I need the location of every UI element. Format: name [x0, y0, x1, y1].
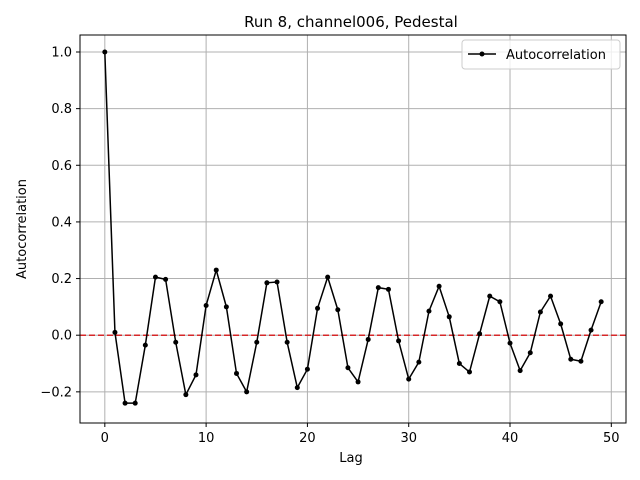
data-point [102, 49, 108, 55]
legend-marker-swatch [479, 51, 485, 57]
data-point [537, 309, 543, 315]
data-point [264, 280, 270, 286]
x-axis: 0 10 20 30 40 50 [101, 423, 620, 446]
y-tick-label: 0.2 [51, 272, 72, 287]
data-point [304, 366, 310, 372]
y-tick-label: −0.2 [40, 385, 72, 400]
plot-frame [79, 34, 627, 424]
series-layer [102, 49, 604, 406]
data-point [234, 370, 240, 376]
x-tick-label: 10 [198, 431, 215, 446]
data-point [375, 285, 381, 291]
x-tick-label: 0 [101, 431, 109, 446]
data-point [507, 340, 513, 346]
data-point [558, 321, 564, 327]
data-point [284, 339, 290, 345]
data-point [548, 293, 554, 299]
data-point [142, 342, 148, 348]
data-point [456, 361, 462, 367]
data-point [294, 385, 300, 391]
data-point [568, 356, 574, 362]
data-point [598, 299, 604, 305]
data-point [325, 274, 331, 280]
data-point [132, 400, 138, 406]
x-tick-label: 50 [603, 431, 620, 446]
data-point [254, 339, 260, 345]
data-point [355, 379, 361, 385]
series-line [104, 51, 602, 404]
data-point [112, 329, 118, 335]
legend-box [461, 39, 621, 70]
y-tick-label: 0.8 [51, 102, 72, 117]
data-point [365, 336, 371, 342]
data-point [274, 279, 280, 285]
data-point [446, 314, 452, 320]
data-point [315, 305, 321, 311]
x-axis-label: Lag [339, 451, 362, 466]
data-point [335, 307, 341, 313]
x-tick-label: 30 [400, 431, 417, 446]
y-axis: −0.2 0.0 0.2 0.4 0.6 0.8 1.0 [40, 45, 80, 400]
y-tick-label: 0.4 [51, 215, 72, 230]
data-point [244, 389, 250, 395]
data-point [487, 293, 493, 299]
y-tick-label: 0.6 [51, 159, 72, 174]
y-tick-label: 1.0 [51, 45, 72, 60]
y-tick-label: 0.0 [51, 329, 72, 344]
chart-title: Run 8, channel006, Pedestal [244, 13, 458, 31]
x-tick-label: 20 [299, 431, 316, 446]
data-point [497, 299, 503, 305]
data-point [517, 368, 523, 374]
data-point [578, 358, 584, 364]
data-point [213, 267, 219, 273]
data-point [396, 338, 402, 344]
data-point [345, 365, 351, 371]
data-point [406, 376, 412, 382]
data-point [152, 274, 158, 280]
data-point [588, 327, 594, 333]
data-point [203, 302, 209, 308]
data-point [385, 286, 391, 292]
data-point [466, 369, 472, 375]
data-point [223, 304, 229, 310]
data-point [183, 392, 189, 398]
data-point [163, 276, 169, 282]
x-tick-label: 40 [502, 431, 519, 446]
data-point [426, 308, 432, 314]
data-point [436, 283, 442, 289]
data-point [477, 331, 483, 337]
data-point [416, 359, 422, 365]
legend: Autocorrelation [461, 39, 621, 70]
legend-entry-label: Autocorrelation [506, 48, 606, 63]
data-point [193, 372, 199, 378]
y-axis-label: Autocorrelation [15, 179, 30, 279]
data-point [122, 400, 128, 406]
data-point [173, 339, 179, 345]
data-point [527, 350, 533, 356]
